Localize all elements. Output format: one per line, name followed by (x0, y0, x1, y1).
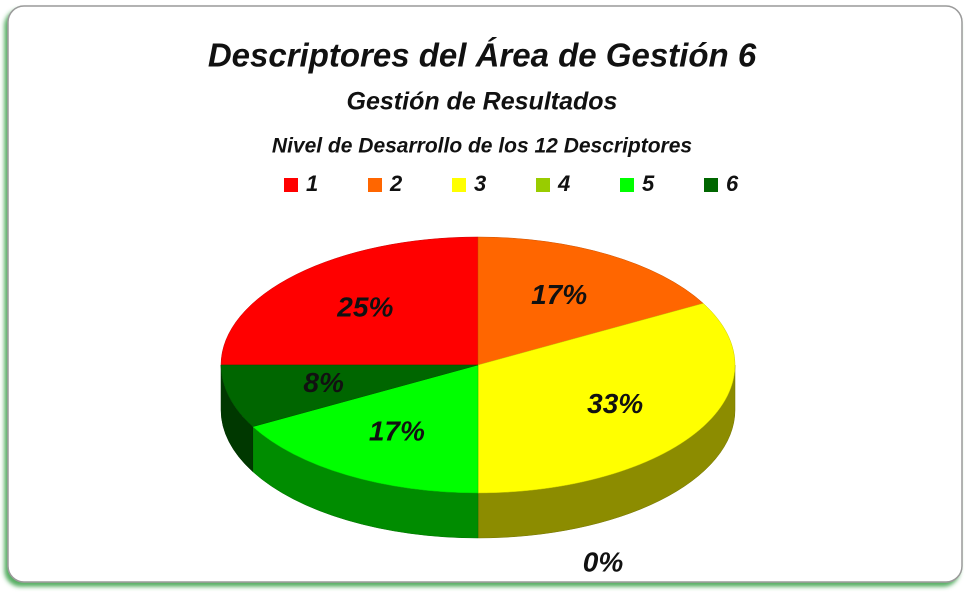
legend-swatch (368, 178, 382, 192)
data-label: 17% (369, 416, 425, 447)
pie-slice (220, 364, 479, 427)
chart-caption: Nivel de Desarrollo de los 12 Descriptor… (272, 135, 692, 158)
pie-slice (477, 303, 736, 494)
legend-swatch (452, 178, 466, 192)
legend-label: 6 (726, 171, 739, 196)
data-label: 8% (303, 367, 344, 398)
pie-slice (477, 236, 704, 366)
pie-slice (252, 364, 479, 494)
legend-label: 3 (474, 171, 486, 196)
legend-label: 1 (306, 171, 318, 196)
data-label: 17% (531, 279, 587, 310)
chart-subtitle: Gestión de Resultados (347, 88, 618, 116)
legend-swatch (620, 178, 634, 192)
data-label: 0% (583, 546, 624, 577)
pie-slice (220, 236, 479, 366)
data-label: 25% (336, 291, 393, 322)
chart-title: Descriptores del Área de Gestión 6 (208, 37, 757, 74)
legend-swatch (704, 178, 718, 192)
data-label: 33% (587, 388, 643, 419)
legend-swatch (536, 178, 550, 192)
legend-label: 4 (557, 171, 570, 196)
legend-swatch (284, 178, 298, 192)
legend-label: 5 (642, 171, 655, 196)
legend-label: 2 (389, 171, 403, 196)
